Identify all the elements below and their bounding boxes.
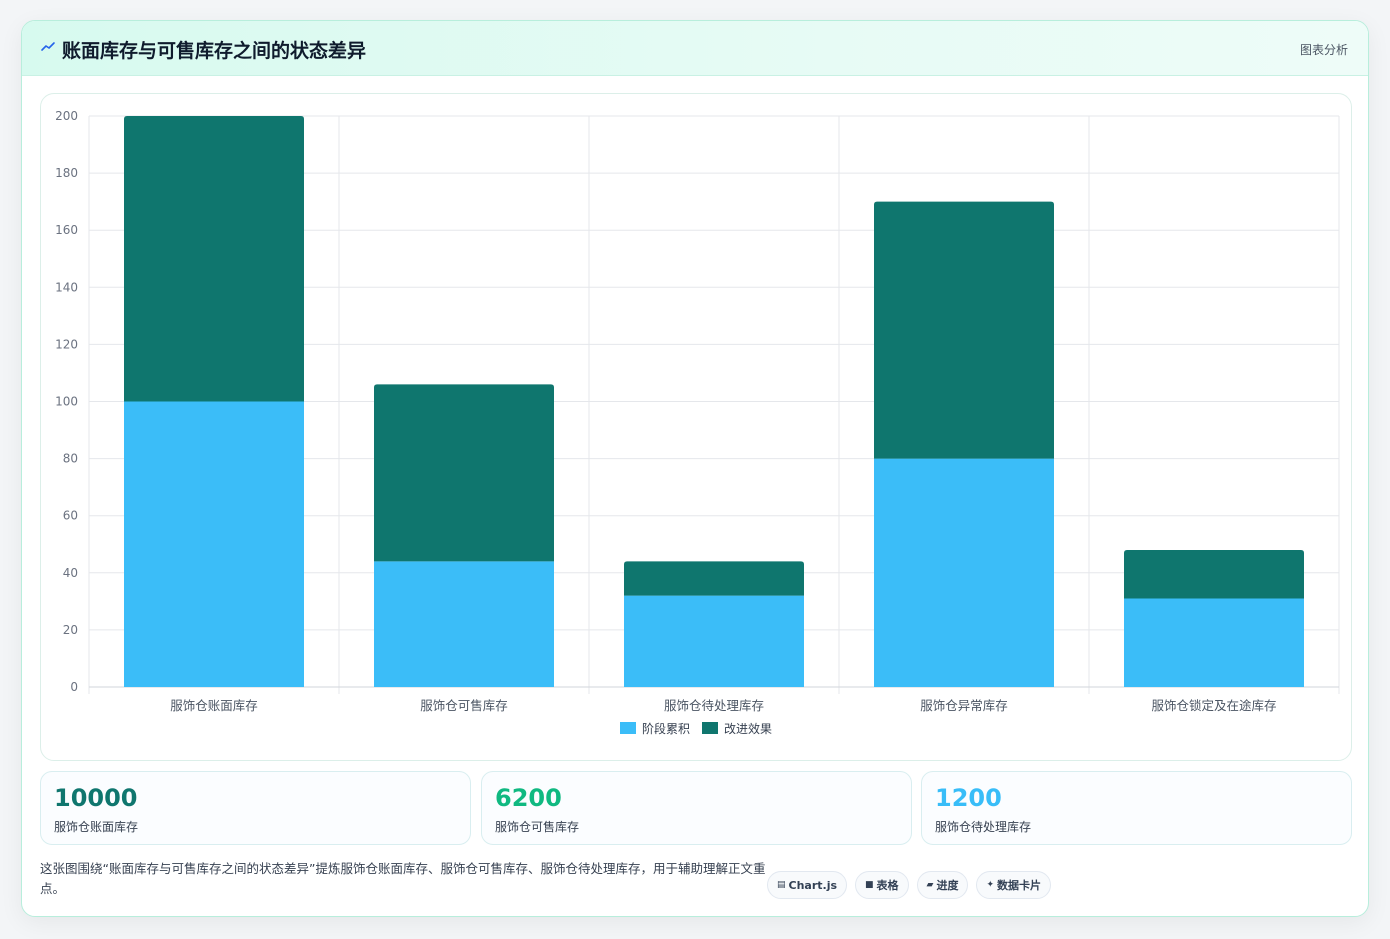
bar-improvement-effect [374, 384, 554, 562]
kpi-value: 1200 [935, 784, 1002, 812]
chart-panel: 0 20 40 60 80 100 120 140 160 180 200 服饰仓账面库存 服饰仓可售库… [40, 93, 1352, 761]
tag-chartjs[interactable]: ▤ Chart.js [767, 871, 848, 899]
chart-icon: ▤ [777, 880, 786, 890]
kpi-label: 服饰仓账面库存 [54, 820, 139, 834]
y-tick-label: 20 [63, 623, 78, 637]
card-header: 账面库存与可售库存之间的状态差异 图表分析 [22, 21, 1368, 76]
bar-improvement-effect [624, 561, 804, 596]
y-tick-label: 40 [63, 566, 78, 580]
legend-label: 阶段累积 [642, 721, 690, 736]
tag-label: 数据卡片 [997, 879, 1042, 892]
legend-label: 改进效果 [724, 721, 772, 736]
y-tick-label: 60 [63, 509, 78, 523]
kpi-value: 10000 [54, 784, 138, 812]
y-tick-label: 200 [55, 109, 78, 123]
bar-stage-cumulative [1124, 598, 1304, 687]
kpi-card-2: 6200 服饰仓可售库存 [481, 771, 912, 845]
x-tick-label: 服饰仓账面库存 [170, 698, 258, 713]
tag-table[interactable]: ■ 表格 [855, 871, 909, 899]
sparkle-icon: ✦ [986, 880, 995, 890]
legend-swatch [620, 722, 636, 734]
bar-stage-cumulative [124, 401, 304, 687]
chart-description: 这张图围绕“账面库存与可售库存之间的状态差异”提炼服饰仓账面库存、服饰仓可售库存… [40, 861, 766, 896]
kpi-value: 6200 [495, 784, 562, 812]
trend-icon [41, 42, 55, 51]
bar-improvement-effect [874, 201, 1054, 459]
page-title: 账面库存与可售库存之间的状态差异 [62, 40, 367, 62]
progress-icon: ▰ [926, 880, 934, 890]
kpi-label: 服饰仓可售库存 [495, 820, 580, 834]
kpi-card-3: 1200 服饰仓待处理库存 [921, 771, 1352, 845]
y-tick-label: 80 [63, 452, 78, 466]
bar-improvement-effect [1124, 549, 1304, 599]
x-tick-label: 服饰仓可售库存 [420, 698, 508, 713]
tag-progress[interactable]: ▰ 进度 [916, 871, 969, 899]
header-tag: 图表分析 [1299, 43, 1348, 57]
bar-improvement-effect [124, 116, 304, 402]
x-tick-label: 服饰仓异常库存 [920, 698, 1008, 713]
legend-swatch [702, 722, 718, 734]
y-tick-label: 120 [55, 337, 78, 351]
stacked-bar-chart: 0 20 40 60 80 100 120 140 160 180 200 服饰仓账面库存 服饰仓可售库… [55, 109, 1340, 736]
tag-label: Chart.js [788, 878, 838, 892]
bar-stage-cumulative [874, 458, 1054, 687]
y-tick-label: 160 [55, 223, 78, 237]
tag-list: ▤ Chart.js ■ 表格 ▰ 进度 ✦ 数据卡片 [767, 871, 1052, 899]
kpi-label: 服饰仓待处理库存 [935, 820, 1032, 834]
y-tick-label: 180 [55, 166, 78, 180]
y-tick-label: 0 [70, 680, 78, 694]
x-tick-label: 服饰仓锁定及在途库存 [1151, 698, 1276, 713]
bar-stage-cumulative [624, 595, 804, 687]
bar-stage-cumulative [374, 561, 554, 687]
tag-label: 表格 [876, 879, 899, 892]
chart-card: 账面库存与可售库存之间的状态差异 图表分析 0 20 40 60 80 100 120 140… [21, 20, 1369, 917]
tag-label: 进度 [936, 879, 959, 892]
x-tick-label: 服饰仓待处理库存 [664, 698, 764, 713]
y-tick-label: 140 [55, 280, 78, 294]
tag-data-card[interactable]: ✦ 数据卡片 [976, 871, 1052, 899]
table-icon: ■ [865, 880, 874, 890]
kpi-card-1: 10000 服饰仓账面库存 [40, 771, 471, 845]
y-tick-label: 100 [55, 395, 78, 409]
